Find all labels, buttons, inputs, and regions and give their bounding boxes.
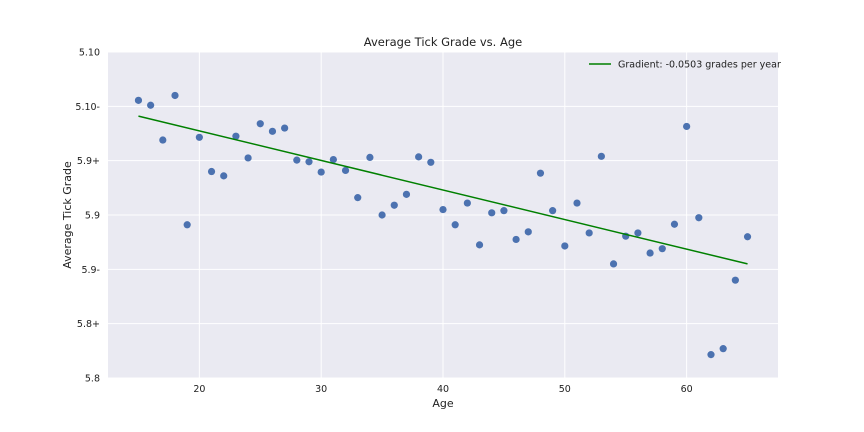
data-point — [707, 351, 715, 359]
data-point — [463, 199, 471, 207]
data-point — [573, 199, 581, 207]
y-tick-label: 5.10 — [79, 48, 100, 59]
data-point — [402, 190, 411, 198]
data-point — [719, 345, 727, 353]
data-points — [134, 91, 752, 359]
data-point — [317, 168, 325, 176]
data-point — [183, 221, 191, 229]
data-point — [500, 207, 508, 215]
data-point — [171, 91, 179, 100]
data-point — [646, 249, 654, 257]
data-point — [305, 158, 313, 166]
data-point — [549, 207, 557, 215]
data-point — [609, 260, 618, 268]
legend: Gradient: -0.0503 grades per year — [589, 60, 781, 71]
y-tick-label: 5.9- — [81, 265, 100, 276]
x-tick-labels: 20 30 40 50 60 — [193, 384, 692, 395]
data-point — [220, 172, 228, 180]
y-tick-label: 5.9+ — [77, 156, 100, 167]
data-point — [268, 127, 277, 135]
data-point — [561, 242, 569, 250]
data-point — [427, 158, 435, 166]
data-point — [329, 155, 337, 164]
chart-title: Average Tick Grade vs. Age — [364, 35, 522, 49]
data-point — [488, 209, 496, 217]
data-point — [524, 228, 532, 236]
data-point — [670, 220, 679, 228]
y-axis-label: Average Tick Grade — [61, 161, 74, 269]
data-point — [293, 156, 301, 164]
x-tick-label: 60 — [681, 384, 693, 395]
data-point — [134, 96, 143, 104]
data-point — [597, 152, 605, 160]
data-point — [475, 241, 484, 249]
data-point — [439, 205, 447, 214]
data-point — [695, 214, 703, 222]
y-tick-label: 5.8+ — [77, 319, 100, 330]
data-point — [658, 245, 666, 253]
data-point — [341, 166, 350, 175]
data-point — [256, 120, 264, 128]
data-point — [207, 167, 216, 176]
data-point — [281, 124, 289, 132]
data-point — [731, 276, 739, 284]
data-point — [634, 229, 642, 237]
data-point — [415, 153, 423, 161]
x-tick-label: 30 — [315, 384, 327, 395]
grid-lines — [108, 51, 778, 379]
y-tick-labels: 5.8 5.8+ 5.9- 5.9 5.9+ 5.10- 5.10 — [75, 48, 100, 385]
data-point — [743, 233, 752, 241]
x-tick-label: 40 — [437, 384, 449, 395]
data-point — [512, 235, 520, 244]
data-point — [585, 229, 593, 237]
y-tick-label: 5.9 — [85, 211, 100, 222]
y-tick-label: 5.10- — [75, 102, 100, 113]
x-tick-label: 50 — [559, 384, 571, 395]
data-point — [366, 153, 374, 162]
data-point — [536, 169, 545, 177]
data-point — [195, 133, 203, 141]
data-point — [451, 221, 459, 229]
y-tick-label: 5.8 — [85, 374, 100, 385]
fit-line — [138, 115, 748, 265]
data-point — [354, 194, 362, 202]
legend-label: Gradient: -0.0503 grades per year — [618, 60, 781, 71]
data-point — [232, 132, 240, 140]
data-point — [244, 154, 252, 162]
x-tick-label: 20 — [193, 384, 205, 395]
x-axis-label: Age — [432, 397, 454, 410]
data-point — [390, 201, 398, 209]
data-point — [378, 211, 386, 219]
data-point — [147, 101, 155, 109]
data-point — [683, 122, 691, 131]
data-point — [159, 136, 167, 144]
